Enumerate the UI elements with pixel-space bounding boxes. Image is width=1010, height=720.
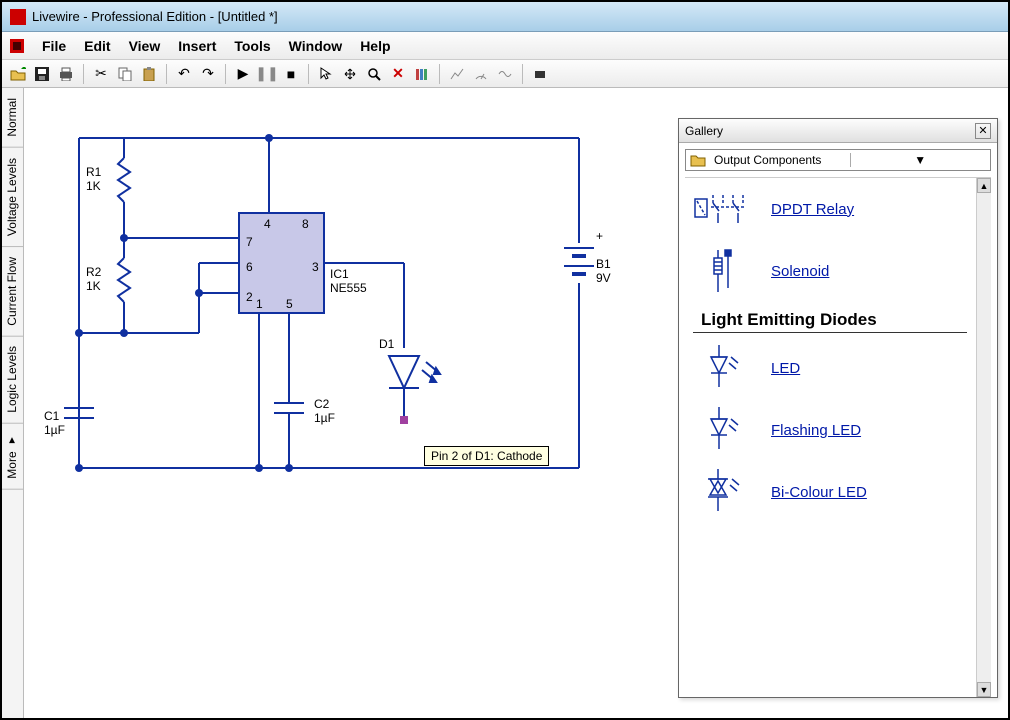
gallery-link[interactable]: DPDT Relay bbox=[771, 201, 854, 218]
paste-icon[interactable] bbox=[139, 64, 159, 84]
copy-icon[interactable] bbox=[115, 64, 135, 84]
svg-text:6: 6 bbox=[246, 260, 253, 274]
cut-icon[interactable]: ✂ bbox=[91, 64, 111, 84]
window-title: Livewire - Professional Edition - [Untit… bbox=[32, 9, 278, 24]
label-d1: D1 bbox=[379, 337, 395, 351]
svg-text:1µF: 1µF bbox=[314, 411, 335, 425]
scroll-down-icon[interactable]: ▼ bbox=[977, 682, 991, 697]
pause-icon[interactable]: ❚❚ bbox=[257, 64, 277, 84]
label-r2: R2 bbox=[86, 265, 102, 279]
gallery-dropdown[interactable]: Output Components ▼ bbox=[685, 149, 991, 171]
svg-text:4: 4 bbox=[264, 217, 271, 231]
gallery-item-flashing-led[interactable]: Flashing LED bbox=[685, 399, 975, 461]
svg-text:5: 5 bbox=[286, 297, 293, 311]
gallery-item-bicolour-led[interactable]: Bi-Colour LED bbox=[685, 461, 975, 523]
gallery-close-icon[interactable]: ✕ bbox=[975, 123, 991, 139]
delete-icon[interactable]: ✕ bbox=[388, 64, 408, 84]
menu-window[interactable]: Window bbox=[281, 34, 351, 58]
component-icon[interactable] bbox=[530, 64, 550, 84]
redo-icon[interactable]: ↷ bbox=[198, 64, 218, 84]
print-icon[interactable] bbox=[56, 64, 76, 84]
scope-icon[interactable] bbox=[495, 64, 515, 84]
menu-view[interactable]: View bbox=[121, 34, 169, 58]
gallery-title: Gallery bbox=[685, 124, 723, 138]
tab-more[interactable]: More ▾ bbox=[2, 424, 23, 490]
svg-text:7: 7 bbox=[246, 235, 253, 249]
scroll-up-icon[interactable]: ▲ bbox=[977, 178, 991, 193]
menu-help[interactable]: Help bbox=[352, 34, 398, 58]
app-icon-small bbox=[10, 9, 26, 25]
menubar: File Edit View Insert Tools Window Help bbox=[2, 32, 1008, 60]
svg-text:1: 1 bbox=[256, 297, 263, 311]
svg-text:8: 8 bbox=[302, 217, 309, 231]
svg-text:+: + bbox=[596, 229, 603, 243]
menu-insert[interactable]: Insert bbox=[170, 34, 224, 58]
app-icon bbox=[8, 37, 26, 55]
stop-icon[interactable]: ■ bbox=[281, 64, 301, 84]
svg-text:1µF: 1µF bbox=[44, 423, 65, 437]
svg-text:NE555: NE555 bbox=[330, 281, 367, 295]
gallery-link[interactable]: Solenoid bbox=[771, 263, 829, 280]
undo-icon[interactable]: ↶ bbox=[174, 64, 194, 84]
tab-logic[interactable]: Logic Levels bbox=[2, 336, 23, 424]
menu-tools[interactable]: Tools bbox=[226, 34, 278, 58]
label-b1: B1 bbox=[596, 257, 611, 271]
meter-icon[interactable] bbox=[471, 64, 491, 84]
zoom-icon[interactable] bbox=[364, 64, 384, 84]
gallery-link[interactable]: Flashing LED bbox=[771, 422, 861, 439]
gallery-scrollbar[interactable]: ▲ ▼ bbox=[976, 178, 991, 697]
gallery-item-led[interactable]: LED bbox=[685, 337, 975, 399]
canvas[interactable]: 7 6 2 4 8 3 1 5 bbox=[24, 88, 1008, 718]
gallery-panel: Gallery ✕ Output Components ▼ DPDT Relay… bbox=[678, 118, 998, 698]
menu-edit[interactable]: Edit bbox=[76, 34, 118, 58]
library-icon[interactable] bbox=[412, 64, 432, 84]
gallery-heading: Light Emitting Diodes bbox=[693, 302, 967, 333]
tooltip: Pin 2 of D1: Cathode bbox=[424, 446, 549, 466]
label-c1: C1 bbox=[44, 409, 60, 423]
svg-text:3: 3 bbox=[312, 260, 319, 274]
svg-text:1K: 1K bbox=[86, 179, 101, 193]
chevron-down-icon[interactable]: ▼ bbox=[850, 153, 991, 167]
titlebar: Livewire - Professional Edition - [Untit… bbox=[2, 2, 1008, 32]
label-r1: R1 bbox=[86, 165, 102, 179]
label-c2: C2 bbox=[314, 397, 330, 411]
gallery-dropdown-label: Output Components bbox=[710, 153, 850, 167]
menu-file[interactable]: File bbox=[34, 34, 74, 58]
tab-current[interactable]: Current Flow bbox=[2, 247, 23, 337]
gallery-link[interactable]: LED bbox=[771, 360, 800, 377]
side-tabs: Normal Voltage Levels Current Flow Logic… bbox=[2, 88, 24, 718]
circuit-svg: 7 6 2 4 8 3 1 5 bbox=[24, 88, 664, 588]
tab-normal[interactable]: Normal bbox=[2, 88, 23, 148]
svg-text:9V: 9V bbox=[596, 271, 611, 285]
label-ic1: IC1 bbox=[330, 267, 349, 281]
tab-voltage[interactable]: Voltage Levels bbox=[2, 148, 23, 247]
pan-icon[interactable] bbox=[340, 64, 360, 84]
gallery-link[interactable]: Bi-Colour LED bbox=[771, 484, 867, 501]
svg-text:2: 2 bbox=[246, 290, 253, 304]
play-icon[interactable]: ▶ bbox=[233, 64, 253, 84]
save-icon[interactable] bbox=[32, 64, 52, 84]
svg-text:1K: 1K bbox=[86, 279, 101, 293]
open-icon[interactable] bbox=[8, 64, 28, 84]
toolbar: ✂ ↶ ↷ ▶ ❚❚ ■ ✕ bbox=[2, 60, 1008, 88]
gallery-item-relay[interactable]: DPDT Relay bbox=[685, 178, 975, 240]
gallery-item-solenoid[interactable]: Solenoid bbox=[685, 240, 975, 302]
graph-icon[interactable] bbox=[447, 64, 467, 84]
pointer-icon[interactable] bbox=[316, 64, 336, 84]
